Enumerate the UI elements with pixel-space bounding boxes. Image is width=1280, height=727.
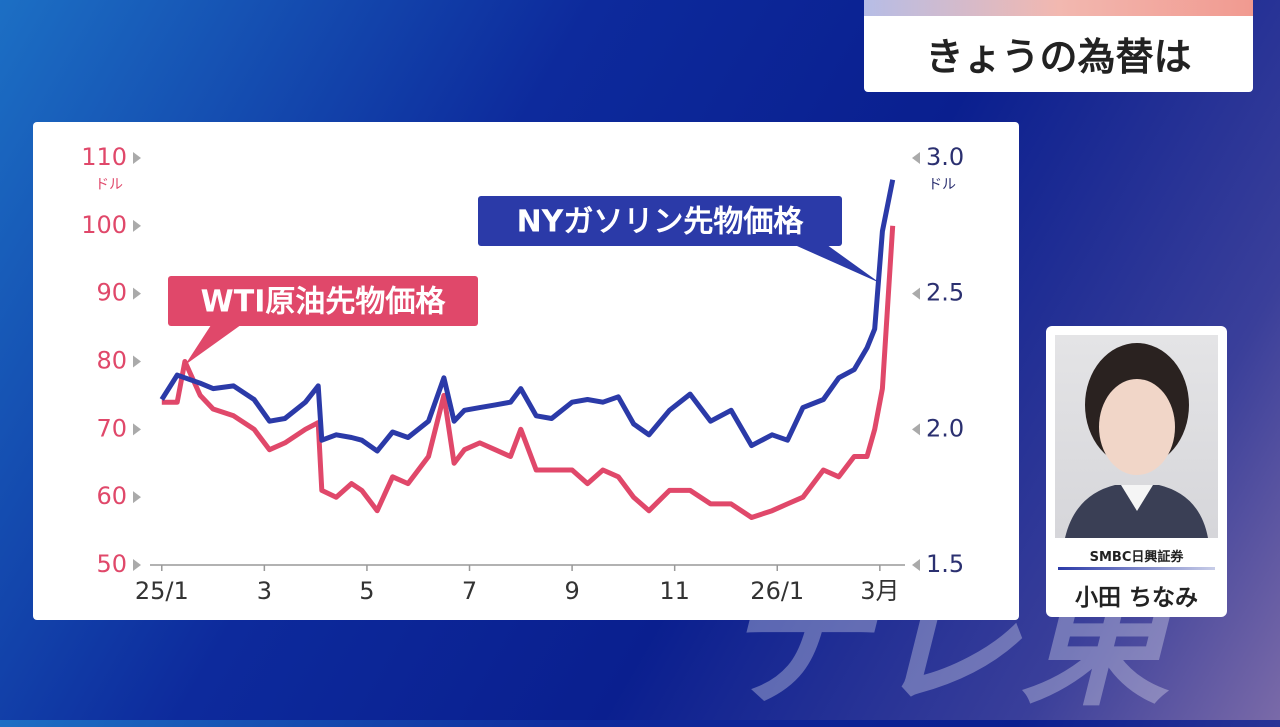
chart: 50 60 70 80 90 100 110 ドル 1.5 2.0 2.5 3.0 ドル 25/1 3 5 7 9… [33,122,1019,620]
x-tick-label: 3 [257,577,272,605]
y2-tick-label: 1.5 [926,550,964,578]
y-tick [133,355,141,368]
title: きょうの為替は [925,35,1192,79]
x-tick-label: 11 [659,577,690,605]
callout-tail [788,242,880,283]
y-tick-label: 60 [96,482,127,510]
legend-label: NYガソリン先物価格 [517,205,805,240]
legend-label: WTI原油先物価格 [201,285,447,320]
callout-box [478,196,842,246]
x-tick-label: 3月 [860,577,899,605]
y2-tick-label: 2.5 [926,279,964,307]
portrait [1065,343,1208,538]
y-tick-label: 70 [96,414,127,442]
guest-company: SMBC日興証券 [1089,550,1184,565]
title-strip [864,0,1253,16]
x-tick-label: 5 [359,577,374,605]
guest-photo [1055,335,1218,538]
y2-tick-label: 3.0 [926,143,964,171]
series-line [161,225,896,520]
y2-tick [912,559,920,571]
y-tick-label: 90 [96,279,127,307]
title-box: きょうの為替は [864,0,1253,92]
y-tick [133,423,141,436]
y2-tick [912,152,920,164]
x-tick-label: 7 [462,577,477,605]
y-tick [133,152,141,164]
y-tick [133,219,141,232]
x-tick-label: 9 [564,577,579,605]
shoulders [1065,485,1208,538]
y2-unit: ドル [928,177,956,193]
y2-tick [912,287,920,300]
y-tick [133,491,141,504]
y-tick-label: 50 [96,550,127,578]
callout: NYガソリン先物価格 [478,196,880,283]
y2-tick [912,423,920,436]
callout: WTI原油先物価格 [168,276,478,365]
callout-box [168,276,478,326]
guest-card: SMBC日興証券 小田 ちなみ [1046,326,1227,617]
y-tick-label: 100 [81,211,127,239]
y-tick [133,559,141,571]
y-tick-label: 110 [81,143,127,171]
y-tick [133,287,141,300]
face [1099,379,1175,475]
y-unit: ドル [95,177,123,193]
chart-panel [33,122,1019,620]
y2-tick-label: 2.0 [926,414,964,442]
divider [1058,567,1215,570]
callout-tail [185,322,245,365]
x-tick-label: 26/1 [750,577,804,605]
y-tick-label: 80 [96,347,127,375]
collar [1121,485,1153,511]
series-line [159,179,896,454]
x-tick-label: 25/1 [135,577,189,605]
guest-name: 小田 ちなみ [1074,585,1198,611]
